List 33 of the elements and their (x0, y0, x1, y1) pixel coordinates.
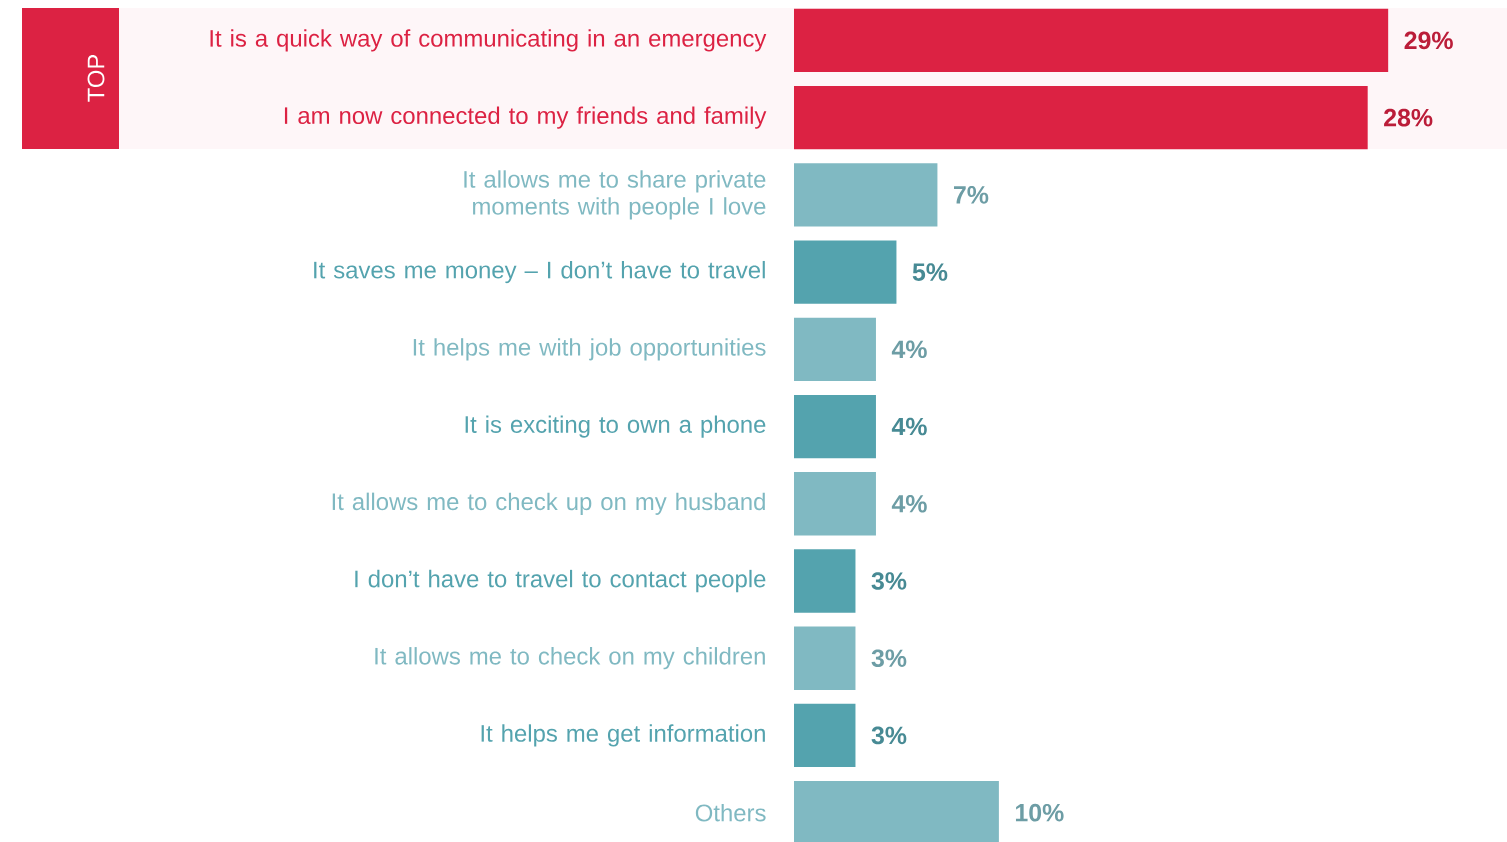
y-tick-label: I don’t have to travel to contact people (355, 569, 766, 593)
y-tick-label: I am now connected to my friends and family (284, 106, 767, 129)
y-tick-label: It saves me money – I don’t have to travel (314, 260, 765, 284)
bar (794, 394, 876, 459)
text: TOP (87, 54, 105, 102)
y-tick-label: Others (695, 803, 766, 822)
bar (794, 472, 876, 536)
bar (794, 240, 897, 304)
bar (794, 549, 856, 613)
bar (794, 163, 938, 227)
data-label: 29% (1404, 31, 1453, 50)
y-tick-label: It allows me to check on my children (375, 647, 765, 670)
data-label: 7% (954, 186, 989, 204)
data-label: 4% (891, 495, 927, 513)
bar (794, 703, 856, 768)
bar (794, 8, 1389, 73)
data-label: 3% (871, 572, 907, 590)
bar (794, 317, 876, 381)
bar (794, 86, 1368, 150)
data-label: 4% (891, 417, 927, 436)
y-tick-label: It helps me with job opportunities (413, 338, 766, 361)
data-label: 10% (1015, 803, 1064, 822)
data-label: 3% (871, 726, 907, 745)
data-label: 5% (912, 263, 948, 281)
y-tick-label: It is a quick way of communicating in an emergency (210, 29, 767, 52)
data-label: 28% (1384, 108, 1433, 127)
bar (794, 626, 856, 690)
y-tick-label: It is exciting to own a phone (465, 415, 766, 438)
data-label: 3% (871, 649, 907, 668)
y-tick-label: It allows me to check up on my husband (332, 492, 765, 515)
y-tick-label: It allows me to share private moments with people I love (464, 170, 766, 220)
y-tick-label: It helps me get information (481, 724, 765, 747)
data-label: 4% (891, 340, 927, 359)
